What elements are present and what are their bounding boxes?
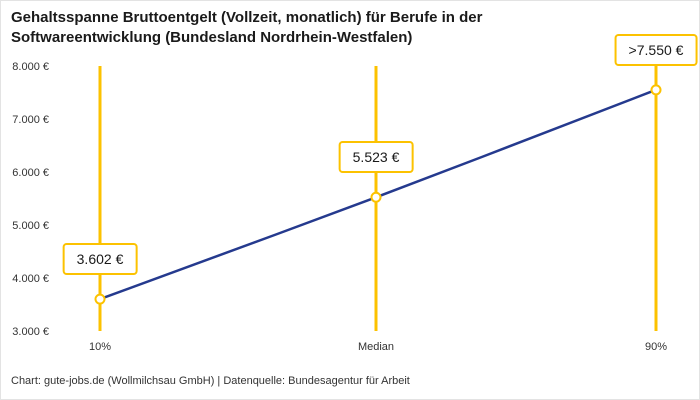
data-point-marker [370,191,382,203]
y-axis-tick-label: 3.000 € [12,326,49,338]
chart-title: Gehaltsspanne Bruttoentgelt (Vollzeit, m… [11,9,483,47]
data-point-label: >7.550 € [614,33,698,66]
data-point-marker [650,84,662,96]
x-axis-label: 10% [89,341,111,353]
chart-source-caption: Chart: gute-jobs.de (Wollmilchsau GmbH) … [11,375,410,387]
y-axis-tick-label: 6.000 € [12,167,49,179]
data-point-label: 5.523 € [338,141,414,174]
y-axis-tick-label: 4.000 € [12,273,49,285]
x-axis-label: 90% [645,341,667,353]
y-axis-tick-label: 7.000 € [12,114,49,126]
y-axis-tick-label: 5.000 € [12,220,49,232]
x-axis-label: Median [358,341,394,353]
data-point-marker [94,293,106,305]
data-point-label: 3.602 € [62,243,138,276]
y-axis-tick-label: 8.000 € [12,61,49,73]
